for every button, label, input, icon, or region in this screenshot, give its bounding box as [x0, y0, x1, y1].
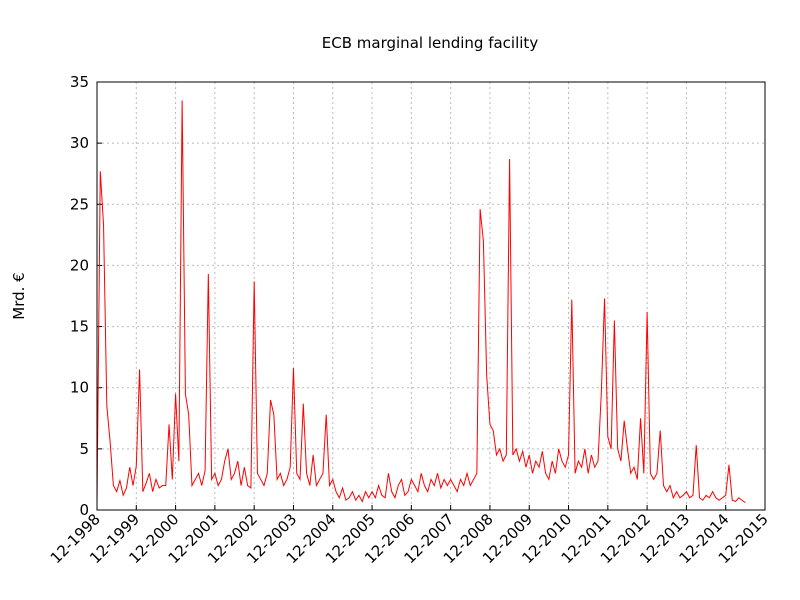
- y-tick-label: 10: [70, 379, 89, 397]
- chart-title: ECB marginal lending facility: [322, 34, 539, 52]
- y-tick-label: 35: [70, 73, 89, 91]
- y-tick-label: 0: [79, 501, 89, 519]
- data-line: [96, 100, 746, 504]
- y-tick-label: 25: [70, 195, 89, 213]
- y-tick-label: 30: [70, 134, 89, 152]
- y-axis-label: Mrd. €: [10, 272, 28, 319]
- y-tick-label: 5: [79, 440, 89, 458]
- plot-frame: [96, 81, 766, 511]
- y-tick-label: 15: [70, 318, 89, 336]
- y-tick-label: 20: [70, 256, 89, 274]
